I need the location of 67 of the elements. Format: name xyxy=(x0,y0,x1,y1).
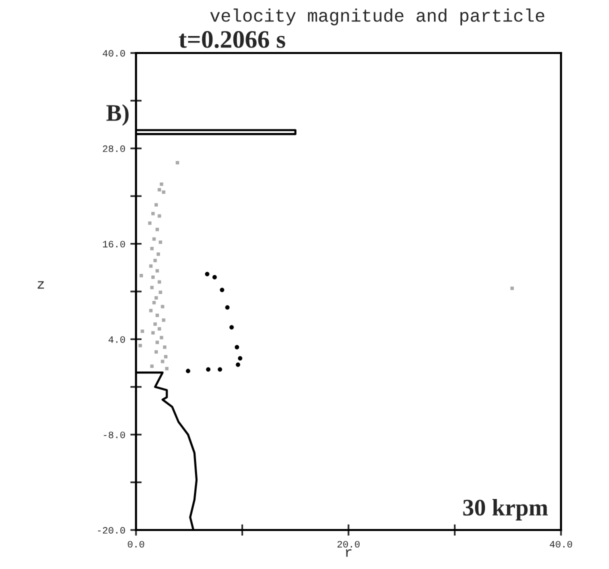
point xyxy=(151,212,155,216)
point xyxy=(151,275,155,279)
point xyxy=(154,203,158,207)
point xyxy=(204,272,210,276)
x-tick-label: 20.0 xyxy=(338,540,360,548)
point xyxy=(149,308,153,312)
point xyxy=(225,305,230,310)
point xyxy=(160,304,164,308)
point xyxy=(156,269,159,273)
point xyxy=(176,161,180,164)
point xyxy=(158,280,162,284)
point xyxy=(238,356,242,360)
point xyxy=(138,344,142,348)
x-tick-label: 40.0 xyxy=(550,540,572,548)
point xyxy=(186,368,190,374)
x-tick-label: 0.0 xyxy=(128,540,144,548)
y-tick-label: -20.0 xyxy=(98,527,125,534)
point xyxy=(234,344,240,350)
point xyxy=(154,296,158,300)
point xyxy=(154,350,158,354)
point xyxy=(156,228,159,232)
annotation: 30 krpm xyxy=(463,499,548,520)
text: t=0.2066 s xyxy=(178,31,286,48)
point xyxy=(165,366,169,370)
point xyxy=(153,322,157,326)
point xyxy=(162,345,166,349)
point xyxy=(160,182,164,186)
point xyxy=(158,240,162,244)
point xyxy=(510,286,514,290)
y-tick-label: 28.0 xyxy=(102,145,125,152)
y-tick-label: 40.0 xyxy=(102,50,125,57)
point xyxy=(158,290,162,294)
point xyxy=(150,246,154,250)
point xyxy=(160,336,164,340)
point xyxy=(150,364,154,368)
y-axis-title: z xyxy=(38,281,44,289)
point xyxy=(148,221,152,225)
point xyxy=(152,237,156,241)
point xyxy=(156,252,160,256)
point xyxy=(140,330,144,333)
point xyxy=(229,325,234,330)
point xyxy=(218,367,222,372)
point xyxy=(140,274,144,278)
point xyxy=(156,314,159,318)
point xyxy=(206,367,210,372)
point xyxy=(164,354,168,358)
point xyxy=(158,188,162,192)
point xyxy=(153,258,157,262)
point xyxy=(152,300,156,304)
y-tick-label: 16.0 xyxy=(102,240,125,248)
point xyxy=(160,360,164,364)
x-axis-title: r xyxy=(346,549,352,557)
point xyxy=(220,288,224,292)
point xyxy=(149,264,153,268)
y-tick-label: 4.0 xyxy=(108,336,125,343)
point xyxy=(158,214,162,218)
text: B) xyxy=(106,104,129,126)
point xyxy=(162,318,166,322)
point xyxy=(150,286,154,290)
point xyxy=(162,190,166,194)
point xyxy=(151,331,155,335)
point xyxy=(158,327,162,331)
chart-title: velocity magnitude and particle xyxy=(210,8,544,26)
y-tick-label: -8.0 xyxy=(104,432,125,438)
point xyxy=(212,274,217,280)
point xyxy=(236,362,240,367)
point xyxy=(156,340,159,344)
